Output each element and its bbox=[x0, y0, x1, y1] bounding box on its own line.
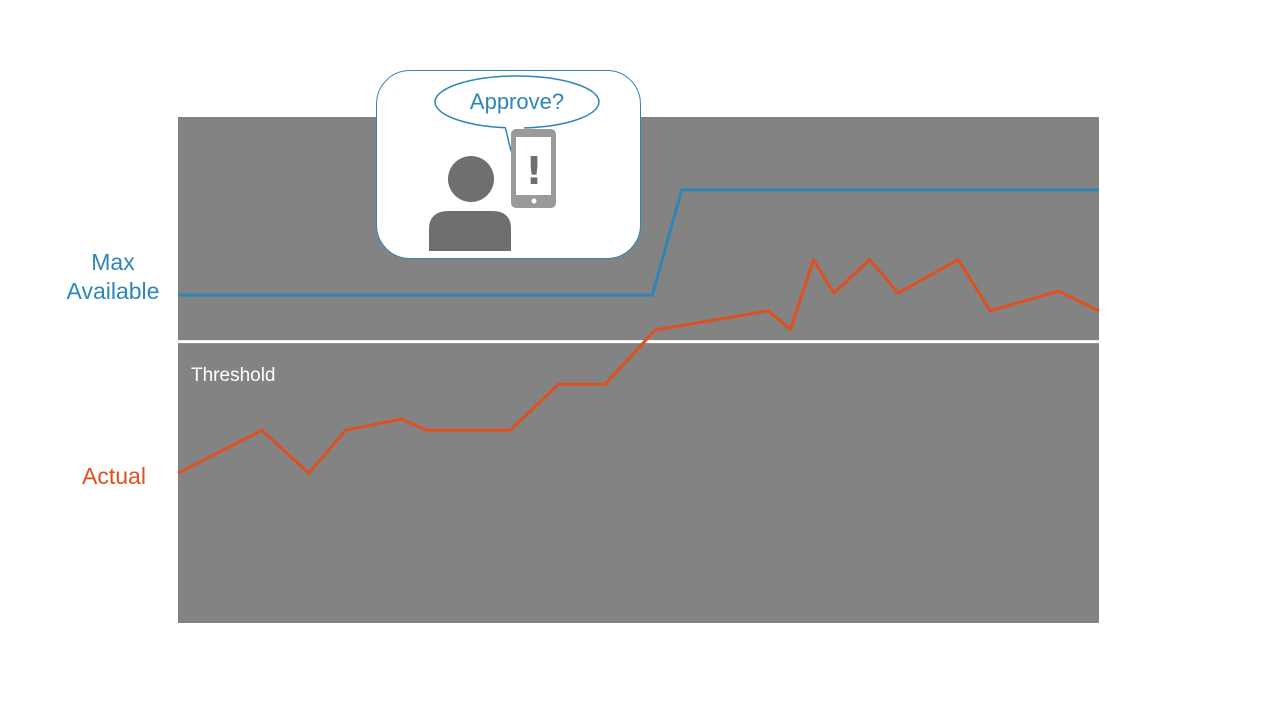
max-available-label-line-2: Available bbox=[66, 278, 160, 304]
approve-prompt-text: Approve? bbox=[469, 89, 565, 114]
max-available-label-line-1: Max bbox=[91, 249, 135, 275]
series-line-actual bbox=[177, 258, 1100, 475]
max-available-label: Max Available bbox=[55, 248, 171, 306]
speech-bubble-tail-cover bbox=[506, 125, 524, 129]
phone-alert-icon: ! bbox=[511, 129, 556, 208]
callout-graphics: ! bbox=[429, 75, 600, 251]
person-icon bbox=[429, 156, 511, 251]
approval-callout: ! Approve? bbox=[376, 70, 641, 259]
actual-label: Actual bbox=[82, 463, 146, 489]
threshold-label: Threshold bbox=[191, 365, 276, 386]
series-line-max-available bbox=[178, 188, 1099, 297]
exclamation-icon: ! bbox=[525, 149, 542, 193]
